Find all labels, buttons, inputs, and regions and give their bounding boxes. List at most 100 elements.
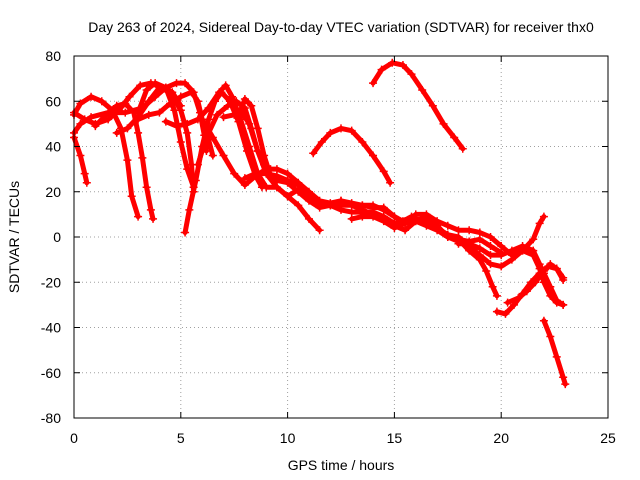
- data-point-track-18-5: [401, 219, 410, 228]
- data-point-track-17-14: [454, 226, 463, 235]
- data-point-track-4-3: [104, 115, 113, 124]
- data-point-track-7-5: [166, 88, 175, 97]
- series-track-16: [262, 183, 324, 235]
- data-point-track-15-0: [240, 174, 249, 183]
- data-point-track-12-1: [208, 133, 217, 142]
- data-point-track-24-6: [552, 264, 561, 273]
- data-point-track-17-3: [337, 196, 345, 205]
- data-point-track-14-1: [240, 94, 249, 103]
- data-point-track-24-4: [539, 266, 548, 275]
- y-tick-label-7: -60: [41, 365, 61, 381]
- data-point-track-17-22: [535, 219, 544, 228]
- x-tick-label-0: 0: [70, 430, 78, 446]
- data-point-track-19-0: [443, 230, 452, 239]
- data-point-track-13-1: [230, 110, 239, 119]
- data-point-track-13-4: [253, 147, 262, 156]
- data-point-track-4-1: [80, 115, 89, 124]
- data-point-track-9-0: [161, 117, 170, 126]
- data-point-track-23-0: [492, 307, 501, 316]
- data-point-track-16-0: [262, 183, 271, 192]
- x-tick-label-5: 25: [600, 430, 616, 446]
- data-point-track-14-3: [253, 124, 262, 133]
- data-point-track-20-0: [454, 239, 463, 248]
- x-tick-label-2: 10: [280, 430, 296, 446]
- data-point-track-25-0: [539, 316, 548, 325]
- data-point-track-17-21: [529, 235, 538, 244]
- series-line-track-6: [135, 80, 197, 190]
- data-point-track-18-13: [486, 260, 495, 269]
- data-point-track-21-3: [337, 124, 345, 133]
- data-point-track-9-6: [221, 81, 230, 90]
- data-point-track-8-2: [155, 108, 164, 117]
- data-point-track-12-2: [219, 151, 228, 160]
- data-point-track-17-17: [486, 233, 495, 241]
- data-point-track-18-6: [411, 214, 420, 223]
- data-point-track-8-0: [134, 115, 143, 124]
- series-line-track-10: [182, 89, 265, 235]
- data-point-track-5-8: [146, 205, 155, 214]
- data-point-track-20-2: [475, 244, 484, 253]
- data-point-track-9-7: [228, 92, 237, 101]
- data-point-track-8-3: [166, 99, 175, 108]
- data-point-track-19-2: [465, 246, 474, 255]
- data-point-track-24-2: [522, 287, 531, 296]
- data-point-track-10-9: [243, 147, 252, 156]
- data-point-track-7-0: [112, 128, 121, 137]
- data-point-track-14-8: [294, 187, 303, 196]
- data-point-track-24-3: [531, 278, 540, 287]
- data-point-track-17-2: [326, 201, 335, 210]
- data-point-track-18-14: [497, 262, 506, 271]
- data-point-track-16-1: [272, 183, 281, 192]
- data-point-track-16-2: [283, 192, 292, 201]
- data-series: [70, 58, 570, 389]
- y-axis-label: SDTVAR / TECUs: [6, 181, 22, 293]
- data-point-track-12-0: [198, 115, 207, 124]
- data-point-track-20-6: [518, 242, 527, 251]
- data-point-track-23-1: [501, 309, 510, 318]
- data-point-track-6-1: [142, 85, 151, 94]
- data-point-track-20-10: [546, 282, 555, 291]
- data-point-track-13-0: [219, 113, 228, 122]
- series-line-track-7: [114, 85, 197, 195]
- data-point-track-16-5: [315, 226, 324, 235]
- data-point-track-22-6: [428, 101, 437, 110]
- data-point-track-17-13: [443, 221, 452, 230]
- data-point-track-4-5: [125, 92, 134, 101]
- data-point-track-21-8: [386, 178, 395, 187]
- data-point-track-5-9: [149, 214, 158, 223]
- data-point-track-18-15: [507, 255, 516, 264]
- data-point-track-17-4: [347, 199, 356, 208]
- data-point-track-16-4: [304, 214, 313, 223]
- data-point-track-12-8: [283, 169, 292, 178]
- data-point-track-14-2: [247, 101, 256, 110]
- data-point-track-7-3: [144, 97, 153, 106]
- data-point-track-11-2: [213, 110, 222, 119]
- data-point-track-8-1: [144, 110, 153, 119]
- data-point-track-5-7: [142, 183, 151, 192]
- data-point-track-17-5: [358, 201, 367, 210]
- data-point-track-4-6: [136, 81, 145, 90]
- data-point-track-8-5: [187, 88, 196, 97]
- data-point-track-3-2: [87, 92, 96, 101]
- data-point-track-3-7: [127, 192, 136, 201]
- data-point-track-21-7: [379, 167, 388, 176]
- data-point-track-17-11: [422, 210, 431, 219]
- data-point-track-5-5: [134, 128, 143, 137]
- data-point-track-22-7: [439, 119, 448, 128]
- data-point-track-5-6: [138, 153, 147, 162]
- data-point-track-10-2: [191, 176, 200, 185]
- series-track-22: [369, 58, 467, 153]
- data-point-track-21-4: [347, 126, 356, 135]
- data-point-track-17-18: [497, 242, 506, 251]
- data-point-track-2-9: [181, 79, 190, 88]
- series-track-20: [454, 239, 568, 309]
- data-point-track-15-2: [262, 169, 271, 178]
- data-point-track-8-6: [193, 97, 202, 106]
- tick-labels: 0 5 10 15 20 25 80 60 40 20 0 -20 -40 -60 -80: [41, 48, 616, 446]
- data-point-track-1-2: [80, 169, 89, 178]
- data-point-track-8-9: [208, 151, 217, 160]
- data-point-track-17-23: [539, 212, 548, 221]
- data-point-track-22-2: [388, 58, 397, 67]
